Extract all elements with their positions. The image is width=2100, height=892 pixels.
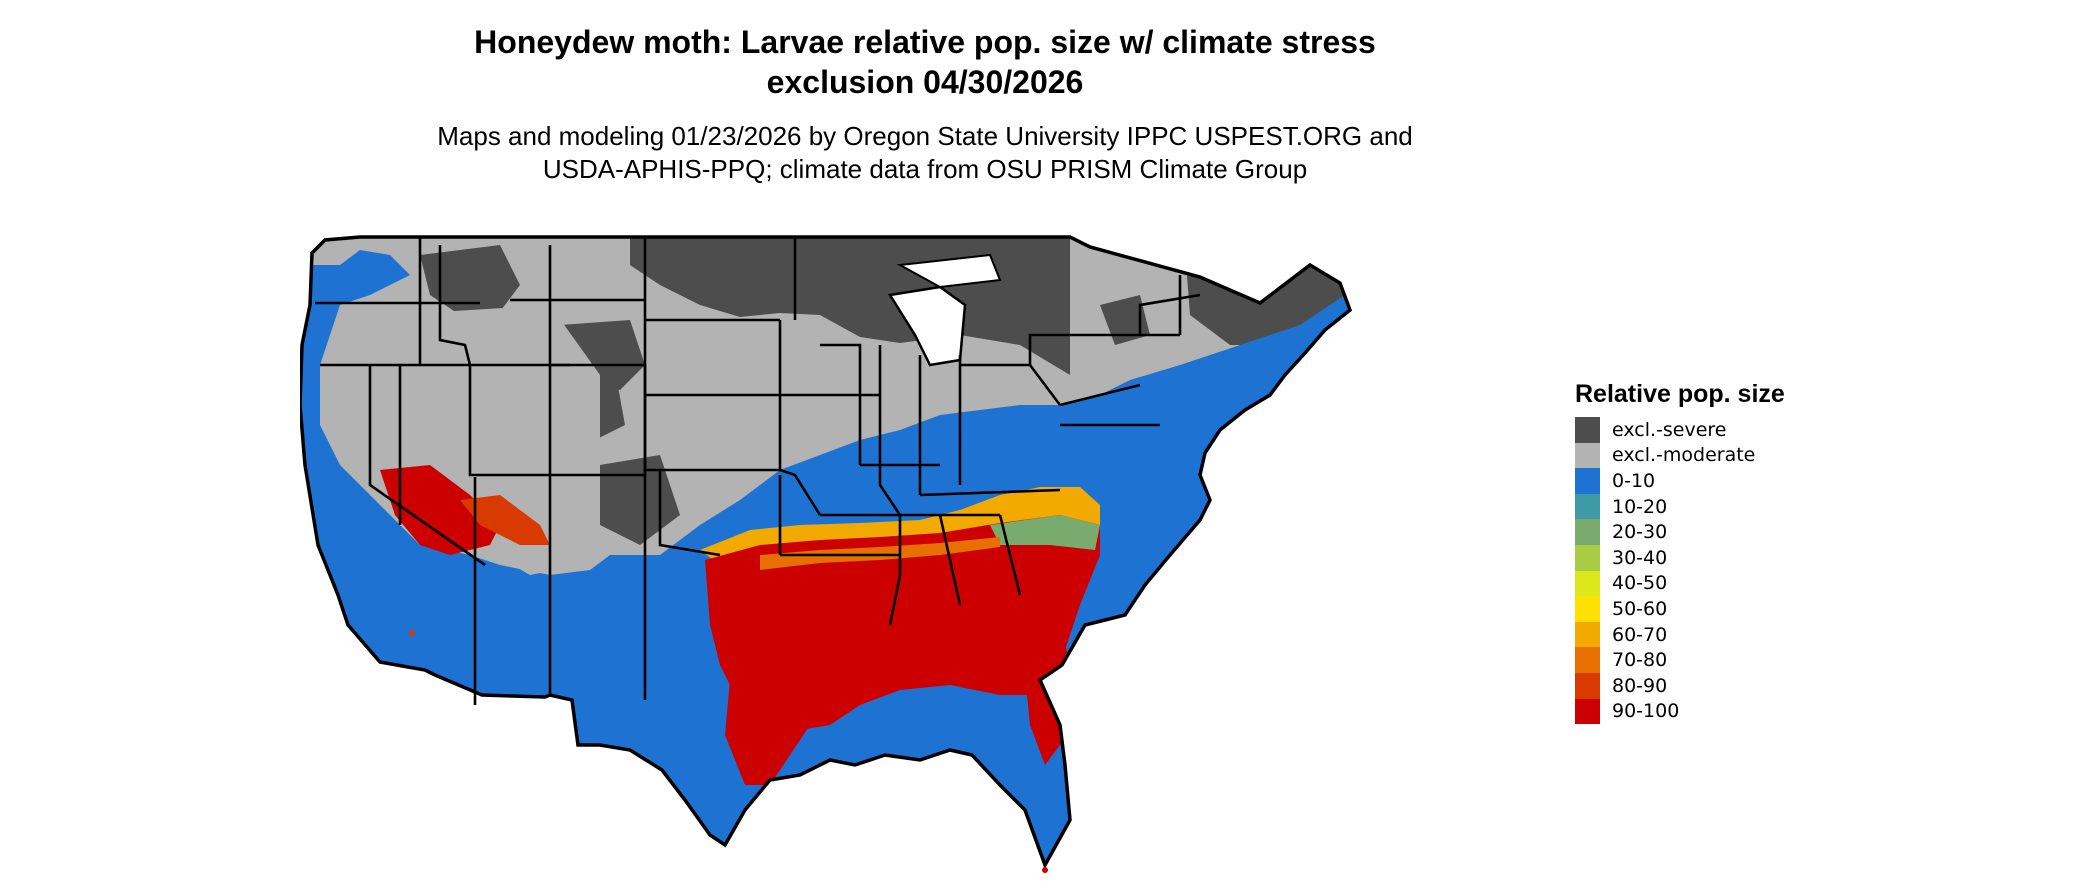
legend-item: 90-100 xyxy=(1575,698,1785,725)
legend-swatch xyxy=(1575,544,1600,571)
legend-item: 20-30 xyxy=(1575,519,1785,545)
legend-swatch xyxy=(1575,442,1600,469)
legend-label: 50-60 xyxy=(1612,597,1668,620)
legend-label: 70-80 xyxy=(1612,649,1668,672)
legend-label: 10-20 xyxy=(1612,495,1668,518)
legend-swatch xyxy=(1575,672,1600,699)
legend-label: 0-10 xyxy=(1612,469,1656,492)
legend-swatch xyxy=(1575,621,1600,648)
legend-item: 0-10 xyxy=(1575,468,1785,494)
lake-superior xyxy=(896,253,1002,289)
zone-20-30-carolina xyxy=(990,515,1100,550)
legend-item: excl.-moderate xyxy=(1575,442,1785,469)
us-map xyxy=(300,235,1352,873)
legend-swatch xyxy=(1575,647,1600,673)
state-borders xyxy=(315,237,1201,705)
legend-item: 60-70 xyxy=(1575,621,1785,648)
legend-swatch xyxy=(1575,417,1600,443)
zone-90-100-south xyxy=(705,515,1100,735)
legend-label: 30-40 xyxy=(1612,546,1668,569)
map-subtitle-line-1: Maps and modeling 01/23/2026 by Oregon S… xyxy=(437,121,1413,151)
legend-item: excl.-severe xyxy=(1575,417,1785,443)
zone-80-90-southwest xyxy=(460,495,550,545)
map-subtitle: Maps and modeling 01/23/2026 by Oregon S… xyxy=(300,120,1550,186)
legend-title: Relative pop. size xyxy=(1575,380,1785,408)
keys-speck xyxy=(1042,867,1048,873)
legend: Relative pop. size excl.-severe excl.-mod… xyxy=(1575,380,1785,725)
legend-label: excl.-severe xyxy=(1612,418,1727,441)
legend-item: 70-80 xyxy=(1575,647,1785,673)
legend-item: 40-50 xyxy=(1575,570,1785,597)
legend-label: excl.-moderate xyxy=(1612,444,1756,467)
map-title-line-2: exclusion 04/30/2026 xyxy=(766,64,1084,100)
island-speck xyxy=(437,637,443,643)
legend-items: excl.-severe excl.-moderate 0-10 10-20 20-30… xyxy=(1575,417,1785,725)
legend-item: 80-90 xyxy=(1575,672,1785,699)
zone-70-80-band xyxy=(760,537,1000,570)
legend-label: 20-30 xyxy=(1612,521,1668,544)
island-speck xyxy=(389,617,395,623)
legend-swatch xyxy=(1575,493,1600,520)
legend-label: 90-100 xyxy=(1612,700,1680,723)
legend-label: 40-50 xyxy=(1612,572,1668,595)
map-title: Honeydew moth: Larvae relative pop. size… xyxy=(300,22,1550,102)
legend-item: 10-20 xyxy=(1575,493,1785,520)
legend-swatch xyxy=(1575,570,1600,597)
legend-swatch xyxy=(1575,596,1600,622)
legend-swatch xyxy=(1575,519,1600,545)
legend-swatch xyxy=(1575,468,1600,494)
island-speck xyxy=(409,630,415,636)
legend-item: 30-40 xyxy=(1575,544,1785,571)
legend-label: 80-90 xyxy=(1612,674,1668,697)
severe-zone-vermont xyxy=(1100,295,1150,345)
legend-swatch xyxy=(1575,698,1600,725)
map-title-line-1: Honeydew moth: Larvae relative pop. size… xyxy=(474,24,1376,60)
legend-label: 60-70 xyxy=(1612,623,1668,646)
severe-zone-idaho xyxy=(420,245,520,325)
legend-item: 50-60 xyxy=(1575,596,1785,622)
zone-90-100-south-texas xyxy=(725,675,810,785)
map-subtitle-line-2: USDA-APHIS-PPQ; climate data from OSU PR… xyxy=(542,154,1308,184)
zone-90-100-southwest xyxy=(380,465,500,555)
